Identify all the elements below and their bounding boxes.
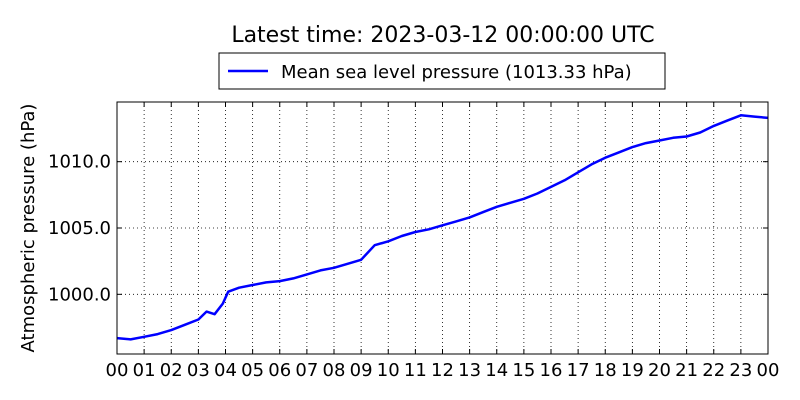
x-tick-label: 20 <box>648 360 671 381</box>
x-tick-label: 01 <box>133 360 156 381</box>
x-tick-label: 00 <box>757 360 780 381</box>
x-tick-label: 05 <box>241 360 264 381</box>
x-tick-label: 23 <box>729 360 752 381</box>
y-tick-label: 1010.0 <box>48 152 111 173</box>
x-tick-label: 09 <box>350 360 373 381</box>
x-axis-ticks: 00 01 02 03 04 05 06 07 08 09 10 11 12 13 14 15 16 17 18 19… <box>106 102 780 381</box>
x-tick-label: 18 <box>594 360 617 381</box>
plot-area <box>117 102 768 354</box>
x-tick-label: 10 <box>377 360 400 381</box>
legend-box <box>218 52 666 90</box>
series-layer <box>116 114 769 341</box>
x-tick-label: 15 <box>512 360 535 381</box>
x-tick-label: 22 <box>702 360 725 381</box>
chart-title: Latest time: 2023-03-12 00:00:00 UTC <box>231 23 654 48</box>
x-tick-label: 06 <box>268 360 291 381</box>
x-tick-label: 02 <box>160 360 183 381</box>
y-tick-label: 1000.0 <box>48 284 111 305</box>
y-tick-label: 1005.0 <box>48 218 111 239</box>
x-tick-label: 07 <box>295 360 318 381</box>
x-tick-label: 16 <box>540 360 563 381</box>
legend: Mean sea level pressure (1013.33 hPa) <box>218 52 666 90</box>
x-tick-label: 03 <box>187 360 210 381</box>
x-tick-label: 17 <box>567 360 590 381</box>
x-tick-label: 00 <box>106 360 129 381</box>
legend-label: Mean sea level pressure (1013.33 hPa) <box>281 62 632 83</box>
x-tick-label: 13 <box>458 360 481 381</box>
x-tick-label: 04 <box>214 360 237 381</box>
x-tick-label: 08 <box>323 360 346 381</box>
y-axis-ticks: 1000.0 1005.0 1010.0 <box>48 152 768 305</box>
x-tick-label: 14 <box>485 360 508 381</box>
x-tick-label: 19 <box>621 360 644 381</box>
x-tick-label: 12 <box>431 360 454 381</box>
x-tick-label: 11 <box>404 360 427 381</box>
grid-lines <box>117 102 768 354</box>
y-axis-label: Atmospheric pressure (hPa) <box>18 104 39 353</box>
x-tick-label: 21 <box>675 360 698 381</box>
series-line-mslp <box>116 114 769 341</box>
